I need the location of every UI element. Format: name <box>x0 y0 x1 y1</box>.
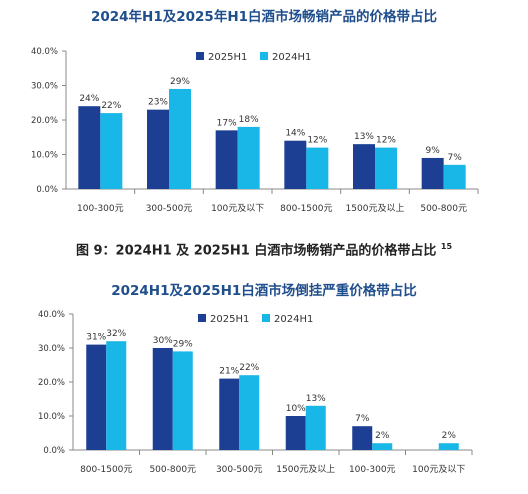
legend-swatch <box>196 52 204 60</box>
bar <box>172 351 193 450</box>
x-tick-label: 1500元及以上 <box>276 464 335 475</box>
y-tick-label: 0.0% <box>36 185 58 195</box>
legend-label: 2024H1 <box>272 52 311 63</box>
data-label: 9% <box>426 146 441 156</box>
bar <box>421 157 444 189</box>
y-tick-label: 40.0% <box>38 310 65 320</box>
x-tick-label: 500-800元 <box>149 465 196 475</box>
data-label: 18% <box>239 115 259 125</box>
data-label: 21% <box>219 367 239 377</box>
bar <box>219 378 240 450</box>
data-label: 12% <box>307 136 327 146</box>
legend-swatch <box>260 52 268 60</box>
x-tick-label: 100-300元 <box>349 465 396 475</box>
bar <box>306 147 329 189</box>
x-tick-label: 100-300元 <box>77 204 124 214</box>
figure-caption: 图 9：2024H1 及 2025H1 白酒市场畅销产品的价格带占比 15 <box>0 238 528 260</box>
bar <box>100 113 123 189</box>
y-tick-label: 10.0% <box>38 412 65 422</box>
bar <box>169 88 191 189</box>
x-tick-label: 100元及以下 <box>211 203 264 214</box>
y-tick-label: 20.0% <box>38 378 65 388</box>
bar <box>237 126 260 189</box>
data-label: 2% <box>375 431 390 441</box>
figure-caption-text: 图 9：2024H1 及 2025H1 白酒市场畅销产品的价格带占比 <box>75 243 437 259</box>
x-tick-label: 500-800元 <box>420 204 467 214</box>
data-label: 7% <box>355 414 370 424</box>
legend-swatch <box>198 314 206 322</box>
data-label: 23% <box>148 98 168 108</box>
y-tick-label: 10.0% <box>31 151 58 161</box>
x-tick-label: 800-1500元 <box>280 204 332 214</box>
data-label: 22% <box>239 363 259 373</box>
y-tick-label: 20.0% <box>31 116 58 126</box>
legend-swatch <box>262 314 270 322</box>
y-tick-label: 0.0% <box>43 446 65 456</box>
data-label: 32% <box>106 329 126 339</box>
y-tick-label: 40.0% <box>31 47 58 57</box>
data-label: 14% <box>285 129 305 139</box>
bar <box>215 130 238 189</box>
bar <box>152 348 173 450</box>
data-label: 10% <box>286 404 306 414</box>
data-label: 24% <box>79 94 99 104</box>
bar <box>352 426 373 450</box>
data-label: 2% <box>442 431 457 441</box>
bar <box>284 140 307 189</box>
bar <box>285 416 306 450</box>
data-label: 22% <box>101 101 121 111</box>
bar <box>86 344 107 450</box>
data-label: 13% <box>306 394 326 404</box>
bar <box>106 341 127 450</box>
x-tick-label: 100元及以下 <box>412 464 465 475</box>
legend-label: 2025H1 <box>210 314 249 325</box>
chart-2-title: 2024H1及2025H1白酒市场倒挂严重价格带占比 <box>111 283 417 299</box>
chart-1-panel: 0.0% 10.0% 20.0% 30.0% 40.0% 100-300元 24% 22% 30… <box>0 0 528 229</box>
data-label: 29% <box>170 77 190 87</box>
bar <box>375 147 397 189</box>
data-label: 7% <box>448 153 463 163</box>
x-tick-label: 300-500元 <box>216 465 263 475</box>
figure-caption-note: 15 <box>440 242 453 251</box>
y-tick-label: 30.0% <box>38 344 65 354</box>
bar <box>147 109 169 189</box>
bar <box>78 106 101 189</box>
legend-label: 2024H1 <box>274 314 313 325</box>
data-label: 17% <box>217 118 237 128</box>
data-label: 30% <box>153 336 173 346</box>
bar <box>353 144 375 189</box>
chart-1-svg: 0.0% 10.0% 20.0% 30.0% 40.0% 100-300元 24%22% 30… <box>31 47 479 214</box>
x-tick-label: 1500元及以上 <box>346 203 405 214</box>
data-label: 13% <box>354 132 374 142</box>
bar <box>438 443 459 450</box>
legend-label: 2025H1 <box>208 52 247 63</box>
y-tick-label: 30.0% <box>31 82 58 92</box>
chart-1-title: 2024年H1及2025年H1白酒市场畅销产品的价格带占比 <box>90 9 438 25</box>
data-label: 12% <box>376 136 396 146</box>
x-tick-label: 800-1500元 <box>80 465 132 475</box>
bar <box>239 375 260 450</box>
chart-2-panel: 0.0% 10.0% 20.0% 30.0% 40.0% 800-1500元 31% 32% 5… <box>0 262 528 494</box>
chart-2-svg: 0.0% 10.0% 20.0% 30.0% 40.0% 800-1500元 31% 32% 5… <box>38 310 473 475</box>
bar <box>443 164 466 189</box>
bar <box>372 443 393 450</box>
x-tick-label: 300-500元 <box>146 204 193 214</box>
bar <box>305 405 326 450</box>
data-label: 29% <box>173 339 193 349</box>
data-label: 31% <box>86 333 106 343</box>
